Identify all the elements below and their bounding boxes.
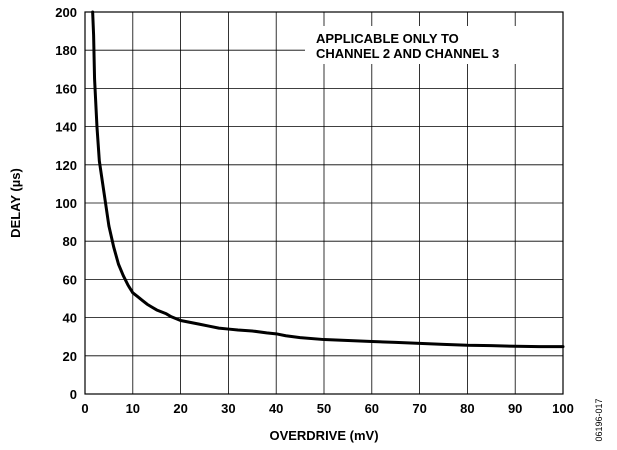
annotation-box: APPLICABLE ONLY TO CHANNEL 2 AND CHANNEL…	[305, 26, 563, 64]
x-axis-title: OVERDRIVE (mV)	[269, 428, 378, 443]
x-tick-label: 80	[460, 401, 474, 416]
x-tick-label: 60	[365, 401, 379, 416]
x-tick-label: 0	[81, 401, 88, 416]
x-tick-label: 70	[412, 401, 426, 416]
figure-id: 06196-017	[594, 398, 604, 441]
x-tick-labels: 0 10 20 30 40 50 60 70 80 90 100	[81, 401, 573, 416]
x-tick-label: 50	[317, 401, 331, 416]
y-tick-label: 120	[55, 158, 77, 173]
y-tick-label: 160	[55, 81, 77, 96]
x-tick-label: 100	[552, 401, 574, 416]
annotation-background	[305, 26, 563, 64]
x-tick-label: 90	[508, 401, 522, 416]
y-tick-label: 140	[55, 120, 77, 135]
y-tick-label: 40	[63, 311, 77, 326]
x-tick-label: 30	[221, 401, 235, 416]
series-line	[91, 10, 565, 349]
series-line-group	[91, 10, 565, 349]
x-tick-label: 10	[126, 401, 140, 416]
grid-lines	[84, 11, 564, 395]
plot-frame	[84, 11, 564, 395]
annotation-line-2: CHANNEL 2 AND CHANNEL 3	[316, 46, 499, 61]
y-tick-label: 200	[55, 5, 77, 20]
y-tick-label: 0	[70, 387, 77, 402]
y-tick-label: 180	[55, 43, 77, 58]
annotation-line-1: APPLICABLE ONLY TO	[316, 31, 459, 46]
y-tick-label: 60	[63, 272, 77, 287]
x-tick-label: 40	[269, 401, 283, 416]
x-tick-label: 20	[173, 401, 187, 416]
y-tick-labels: 0 20 40 60 80 100 120 140 160 180 200	[55, 5, 77, 402]
y-tick-label: 80	[63, 234, 77, 249]
y-tick-label: 100	[55, 196, 77, 211]
y-tick-label: 20	[63, 349, 77, 364]
y-axis-title: DELAY (µs)	[8, 168, 23, 238]
